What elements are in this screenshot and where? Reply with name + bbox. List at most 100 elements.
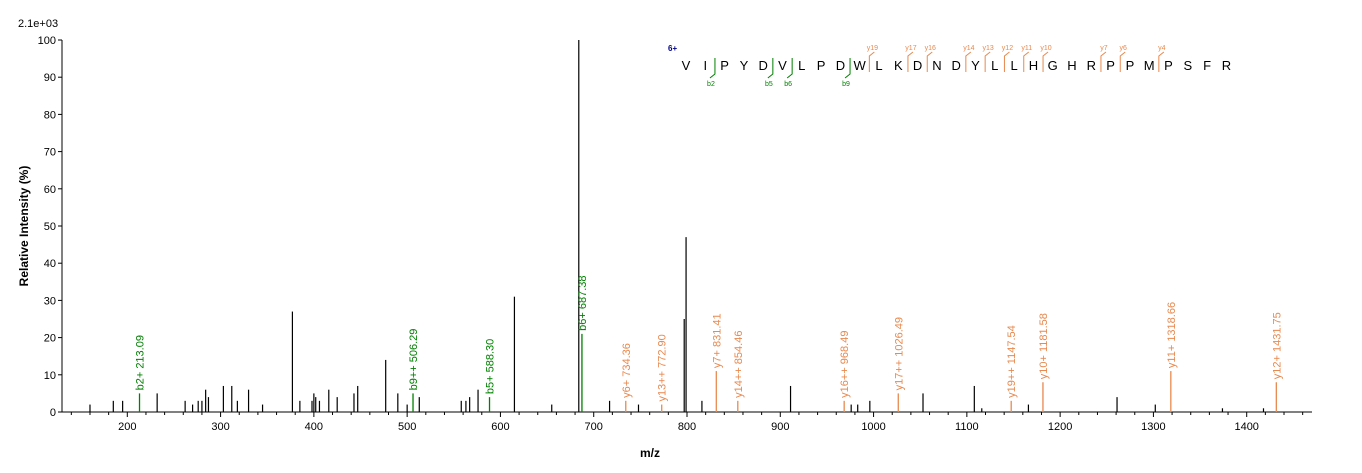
y-ion-marker (1003, 51, 1010, 72)
b-ion-label: b9 (842, 81, 850, 88)
peak-label: y14++ 854.46 (733, 331, 745, 398)
peak-label: y17++ 1026.49 (893, 317, 905, 390)
peak-label: b5+ 588.30 (485, 339, 497, 394)
y-tick-label: 20 (44, 333, 56, 345)
b-ion-marker (767, 58, 774, 79)
sequence-residue: K (894, 58, 903, 73)
sequence-residue: P (720, 58, 729, 73)
x-tick-label: 300 (211, 421, 229, 433)
y-tick-label: 60 (44, 184, 56, 196)
sequence-residue: S (1183, 58, 1192, 73)
y-tick-label: 10 (44, 370, 56, 382)
sequence-residue: L (991, 58, 998, 73)
sequence-residue: Y (971, 58, 980, 73)
b-ion-label: b2 (707, 81, 715, 88)
b-ion-marker (786, 58, 793, 79)
sequence-residue: G (1048, 58, 1058, 73)
x-tick-label: 1100 (955, 421, 979, 433)
y-tick-label: 100 (38, 35, 56, 47)
sequence-residue: D (836, 58, 845, 73)
peak-label: b6+ 687.38 (577, 276, 589, 331)
sequence-residue: P (1126, 58, 1135, 73)
y-ion-marker (1119, 51, 1126, 72)
sequence-residue: F (1203, 58, 1211, 73)
b-ion-label: b5 (765, 81, 773, 88)
peak-label: y16++ 968.49 (839, 331, 851, 398)
y-axis-title: Relative Intensity (%) (17, 166, 31, 287)
y-ion-label: y14 (963, 45, 974, 52)
peak-label: y19++ 1147.54 (1006, 325, 1018, 398)
peak-label: y12+ 1431.75 (1271, 312, 1283, 379)
y-ion-marker (868, 51, 875, 72)
y-ion-marker (1023, 51, 1030, 72)
b-ion-label: b6 (784, 81, 792, 88)
y-tick-label: 90 (44, 72, 56, 84)
x-ticks: 200 300 400 500 600 700 800 900 1000 1100 1200 1300… (70, 412, 1304, 433)
peak-label: y10+ 1181.58 (1038, 313, 1050, 379)
sequence-residue: L (1010, 58, 1017, 73)
x-tick-label: 1000 (861, 421, 885, 433)
sequence-residue: D (913, 58, 922, 73)
y-ion-marker (984, 51, 991, 72)
x-tick-label: 600 (491, 421, 509, 433)
y-ion-label: y17 (905, 45, 916, 52)
sequence-residue: L (798, 58, 805, 73)
y-ion-label: y12 (1002, 45, 1013, 52)
y-ion-marker (1100, 51, 1107, 72)
peak-label: y11+ 1318.66 (1166, 302, 1178, 368)
x-tick-label: 700 (585, 421, 603, 433)
x-tick-label: 800 (678, 421, 696, 433)
y-tick-label: 40 (44, 258, 56, 270)
b-ion-marker (844, 58, 851, 79)
peak-label: y7+ 831.41 (711, 313, 723, 368)
peak-label: y13++ 772.90 (657, 334, 669, 401)
y-ion-marker (965, 51, 972, 72)
x-tick-label: 500 (398, 421, 416, 433)
x-axis-title: m/z (640, 446, 660, 460)
y-ion-label: y6 (1120, 45, 1128, 52)
y-ion-label: y4 (1158, 45, 1166, 52)
y-ion-label: y11 (1021, 45, 1032, 52)
y-ion-label: y7 (1100, 45, 1108, 52)
x-tick-label: 1400 (1234, 421, 1258, 433)
sequence-residue: L (875, 58, 882, 73)
charge-state: 6+ (668, 44, 677, 53)
y-ion-marker (1158, 51, 1165, 72)
y-ion-label: y10 (1040, 45, 1051, 52)
sequence-residue: N (932, 58, 941, 73)
y-tick-label: 70 (44, 147, 56, 159)
sequence-residue: Y (740, 58, 749, 73)
x-tick-label: 900 (771, 421, 789, 433)
sequence-residue: M (1144, 58, 1155, 73)
sequence-residue: H (1029, 58, 1038, 73)
peaks (89, 40, 1265, 412)
x-tick-label: 400 (305, 421, 323, 433)
annotated-peaks: b2+ 213.09 b9++ 506.29 b5+ 588.30 b6+ 687.3… (135, 276, 1283, 412)
sequence-residue: I (703, 58, 707, 73)
x-tick-label: 1200 (1048, 421, 1072, 433)
y-ticks: 0 10 20 30 40 50 60 70 80 90 100 (38, 35, 62, 419)
peptide-sequence: 6+V I P Y D V L P D W L K D N D Y L L H G H R P P M P S F Rb2 b5 b6 b9y… (668, 44, 1231, 88)
y-ion-marker (1042, 51, 1049, 72)
sequence-residue: H (1067, 58, 1076, 73)
y-ion-marker (907, 51, 914, 72)
x-tick-label: 1300 (1141, 421, 1165, 433)
y-tick-label: 30 (44, 295, 56, 307)
y-ion-marker (926, 51, 933, 72)
y-tick-label: 50 (44, 221, 56, 233)
y-ion-label: y19 (867, 45, 878, 52)
sequence-residue: D (952, 58, 961, 73)
peak-label: b9++ 506.29 (408, 329, 420, 391)
x-tick-label: 200 (118, 421, 136, 433)
sequence-residue: D (759, 58, 768, 73)
sequence-residue: R (1087, 58, 1096, 73)
peak-label: b2+ 213.09 (135, 335, 147, 390)
sequence-residue: V (778, 58, 787, 73)
b-ion-marker (709, 58, 716, 79)
y-tick-label: 80 (44, 109, 56, 121)
sequence-residue: W (854, 58, 867, 73)
sequence-residue: P (1164, 58, 1173, 73)
y-tick-label: 0 (50, 407, 56, 419)
sequence-residue: R (1222, 58, 1231, 73)
